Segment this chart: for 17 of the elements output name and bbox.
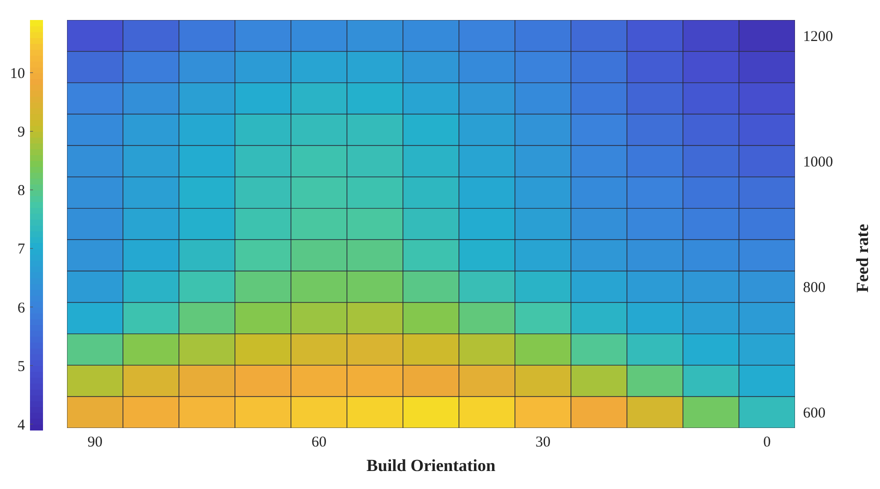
- color-bar-label: 8: [18, 183, 25, 200]
- x-tick-label: 30: [536, 434, 550, 451]
- y-axis-title: Feed rate: [853, 224, 872, 292]
- x-tick-label: 0: [763, 434, 771, 451]
- color-bar-label: 4: [18, 417, 26, 434]
- y-tick-label: 1000: [803, 154, 833, 171]
- color-bar-label: 5: [18, 358, 25, 375]
- color-bar-label: 10: [10, 66, 25, 82]
- color-bar-label: 9: [18, 124, 25, 141]
- y-tick-label: 800: [803, 280, 826, 296]
- x-tick-label: 90: [88, 434, 102, 451]
- x-axis-title: Build Orientation: [366, 456, 496, 475]
- color-bar-label: 6: [18, 300, 26, 316]
- x-tick-label: 60: [312, 434, 326, 451]
- y-tick-label: 1200: [803, 29, 833, 46]
- color-bar-label: 7: [18, 242, 26, 258]
- y-tick-label: 600: [803, 406, 826, 422]
